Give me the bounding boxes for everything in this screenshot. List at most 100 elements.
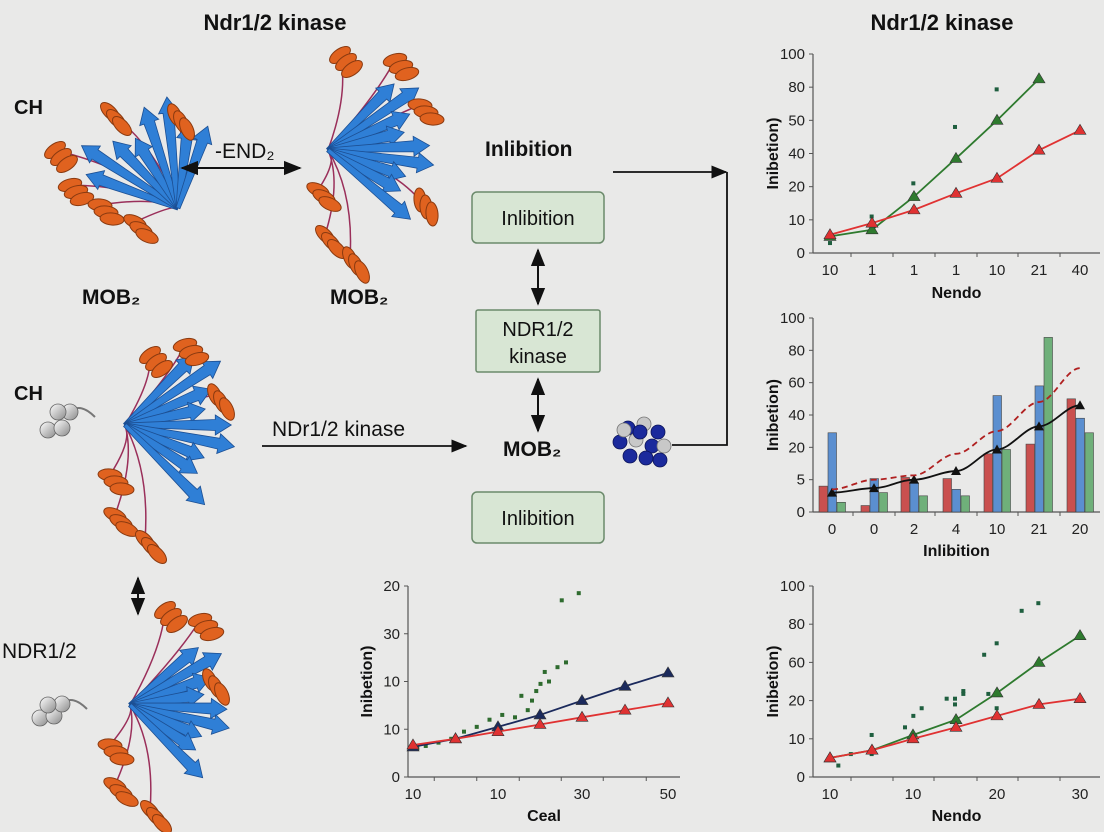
scatter-point — [944, 696, 949, 701]
scatter-point — [530, 698, 534, 703]
series-marker — [406, 738, 420, 750]
label-ndr12-bottom: NDR1/2 — [2, 640, 77, 663]
box-inhibition-top — [471, 191, 605, 244]
y-tick-label: 10 — [788, 212, 805, 229]
beta-strand — [326, 147, 402, 193]
y-tick-label: 5 — [797, 472, 805, 489]
y-tick-label: 100 — [780, 46, 805, 63]
alpha-helix — [99, 212, 125, 226]
scatter-point — [911, 713, 916, 718]
series-marker — [907, 203, 921, 215]
scatter-point — [513, 715, 517, 720]
x-tick-label: 50 — [660, 786, 677, 803]
series-marker — [949, 720, 963, 732]
scatter-point — [961, 691, 966, 696]
cluster-atom — [656, 438, 672, 454]
y-tick-label: 20 — [383, 578, 400, 595]
scatter-point — [555, 665, 560, 670]
series-marker — [990, 686, 1004, 698]
loop-coil — [114, 704, 133, 786]
series-marker — [491, 725, 505, 736]
scatter-point — [911, 181, 916, 186]
beta-strand — [134, 137, 181, 210]
y-axis-title: Inibetion) — [359, 646, 376, 718]
loop-coil — [109, 424, 128, 476]
y-tick-label: 10 — [383, 674, 400, 691]
scatter-point — [525, 708, 530, 713]
alpha-helix — [147, 544, 167, 564]
beta-strand — [326, 83, 395, 152]
bar — [1025, 443, 1035, 513]
connector-line — [672, 172, 728, 446]
bar — [818, 485, 828, 513]
x-axis-title: Inlibition — [923, 543, 990, 560]
loop-coil — [124, 424, 147, 541]
ligand-atom — [39, 421, 57, 439]
scatter-point — [836, 763, 841, 768]
bar — [860, 505, 870, 513]
bar — [942, 478, 952, 513]
x-axis-title: Nendo — [932, 808, 982, 825]
y-tick-label: 10 — [788, 731, 805, 748]
ligand-sphere-icon — [31, 695, 88, 727]
bar — [960, 495, 970, 513]
x-tick-label: 30 — [574, 786, 591, 803]
series-marker — [575, 710, 589, 722]
scatter-point — [828, 241, 832, 246]
line-marker — [951, 466, 961, 476]
cluster-atom — [652, 452, 668, 468]
x-axis-title: Ceal — [527, 808, 561, 825]
label-mob2-left: MOB₂ — [82, 286, 140, 309]
beta-strand — [124, 414, 233, 436]
alpha-helix — [179, 117, 195, 141]
series-marker — [1032, 72, 1046, 84]
loop-coil — [114, 424, 130, 516]
x-tick-label: 10 — [905, 786, 922, 803]
ligand-atom — [39, 696, 57, 714]
ligand-sphere-icon — [39, 403, 96, 439]
x-tick-label: 4 — [952, 521, 960, 538]
alpha-helix — [199, 626, 225, 642]
bar — [918, 495, 928, 513]
alpha-helix — [419, 112, 445, 126]
alpha-helix — [341, 60, 363, 78]
bar — [992, 395, 1002, 513]
bar — [1001, 449, 1011, 513]
bar — [1034, 385, 1044, 513]
beta-strand — [326, 147, 407, 182]
scatter-point — [519, 693, 524, 698]
series-marker — [1073, 123, 1087, 135]
title-left: Ndr1/2 kinase — [203, 10, 346, 35]
protein-ndr12-bottom — [97, 601, 230, 832]
scatter-point — [500, 712, 505, 717]
y-tick-label: 0 — [392, 769, 400, 786]
x-tick-label: 10 — [989, 262, 1006, 279]
label-ch-middle: CH — [14, 383, 43, 405]
beta-strand — [327, 125, 405, 153]
ligand-atom — [49, 403, 67, 421]
scatter-point — [869, 214, 874, 219]
beta-strand — [112, 140, 180, 210]
loop-coil — [327, 149, 352, 259]
line-marker — [992, 444, 1002, 454]
line-marker — [1034, 421, 1044, 431]
bar — [909, 482, 919, 513]
label-ndr-kinase-arrow: NDr1/2 kinase — [272, 418, 405, 441]
protein-mob2-right — [306, 46, 445, 284]
beta-strand — [123, 423, 206, 506]
series-marker — [661, 696, 675, 708]
bar — [1084, 432, 1094, 513]
beta-strand — [128, 652, 223, 708]
chart-1: 0 10 20 40 50 80 100 10 1 1 1 10 21 40 Nendo Inibetion) — [765, 46, 1100, 302]
x-tick-label: 20 — [989, 786, 1006, 803]
scatter-point — [534, 689, 539, 694]
scatter-point — [903, 725, 907, 730]
alpha-helix — [354, 260, 370, 284]
scatter-point — [474, 724, 479, 729]
scatter-point — [869, 732, 874, 737]
beta-strand — [128, 647, 199, 708]
series-marker — [618, 703, 632, 715]
y-tick-label: 20 — [788, 439, 805, 456]
x-tick-label: 21 — [1031, 262, 1048, 279]
